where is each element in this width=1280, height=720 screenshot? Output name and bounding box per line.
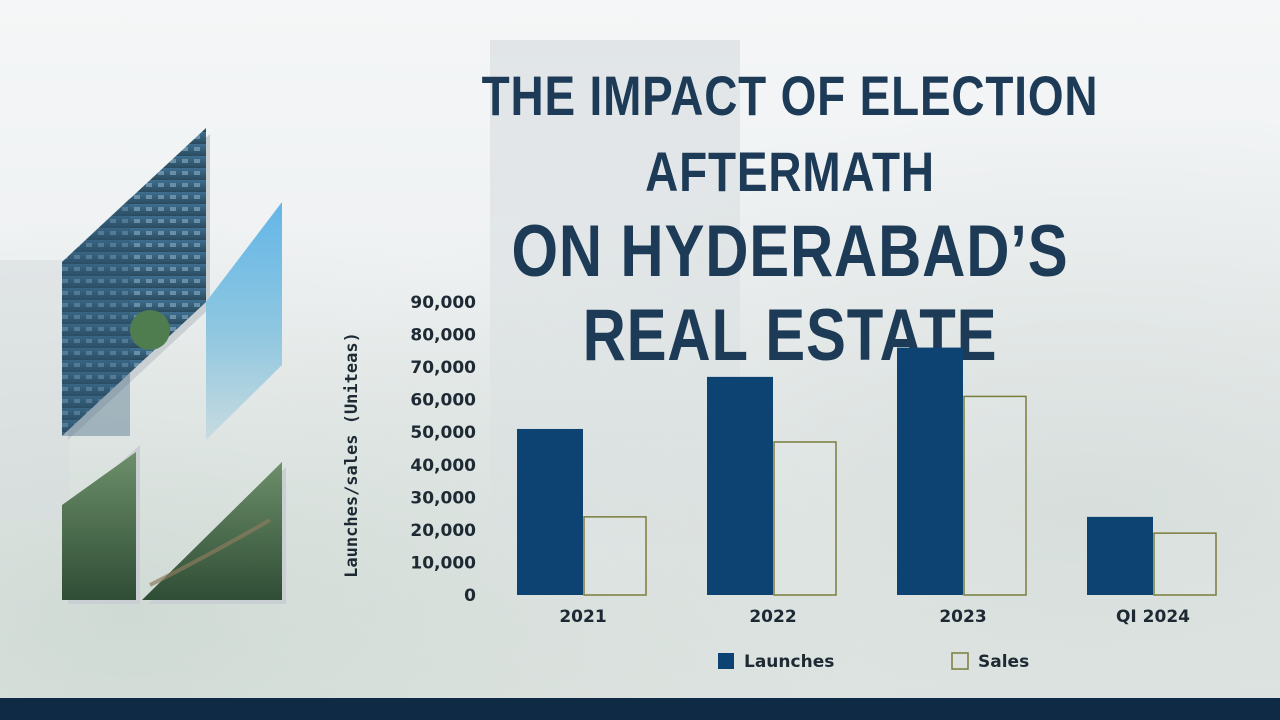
y-tick-label: 60,000: [410, 391, 476, 411]
x-tick-label: 2021: [559, 607, 606, 627]
logo-shard-garden: [62, 452, 136, 600]
logo-shard-sky: [206, 202, 282, 440]
y-tick-label: 30,000: [410, 488, 476, 508]
x-tick-label: 2023: [939, 607, 986, 627]
legend-label-launches: Launches: [744, 652, 834, 672]
bar-sales-2021: [583, 516, 647, 596]
logo-shard-building: [62, 128, 206, 436]
x-tick-label: 2022: [749, 607, 796, 627]
bar-launches-2023: [897, 347, 963, 595]
bar-sales-qi-2024: [1153, 532, 1217, 596]
y-tick-label: 90,000: [410, 293, 476, 313]
building-logo: [62, 128, 286, 604]
footer-bar: [0, 698, 1280, 720]
legend-swatch-sales: [951, 652, 969, 670]
background-building-left: [0, 260, 70, 520]
bar-launches-qi-2024: [1087, 516, 1153, 595]
bar-launches-2021: [517, 428, 583, 595]
logo-shard-park: [142, 462, 282, 600]
y-tick-label: 70,000: [410, 358, 476, 378]
bar-sales-2022: [773, 441, 837, 596]
bar-sales-2023: [963, 395, 1027, 596]
y-tick-label: 50,000: [410, 423, 476, 443]
y-tick-label: 0: [464, 586, 476, 606]
title-line-2: ON HYDERABAD’S REAL ESTATE: [511, 211, 1069, 376]
page-title: THE IMPACT OF ELECTION AFTERMATH ON HYDE…: [340, 58, 1240, 378]
legend-swatch-launches: [718, 653, 734, 669]
legend-label-sales: Sales: [978, 652, 1029, 672]
bar-chart: 0 10,000 20,000 30,000 40,000 50,000 60,000 70,…: [342, 293, 1217, 672]
y-tick-label: 20,000: [410, 521, 476, 541]
bar-launches-2022: [707, 376, 773, 595]
y-tick-label: 40,000: [410, 456, 476, 476]
title-line-1: THE IMPACT OF ELECTION AFTERMATH: [481, 64, 1099, 203]
y-tick-label: 80,000: [410, 326, 476, 346]
y-axis-label: Launches/sales (Uniteas): [342, 332, 362, 578]
x-tick-label: QI 2024: [1116, 607, 1190, 627]
y-tick-label: 10,000: [410, 553, 476, 573]
